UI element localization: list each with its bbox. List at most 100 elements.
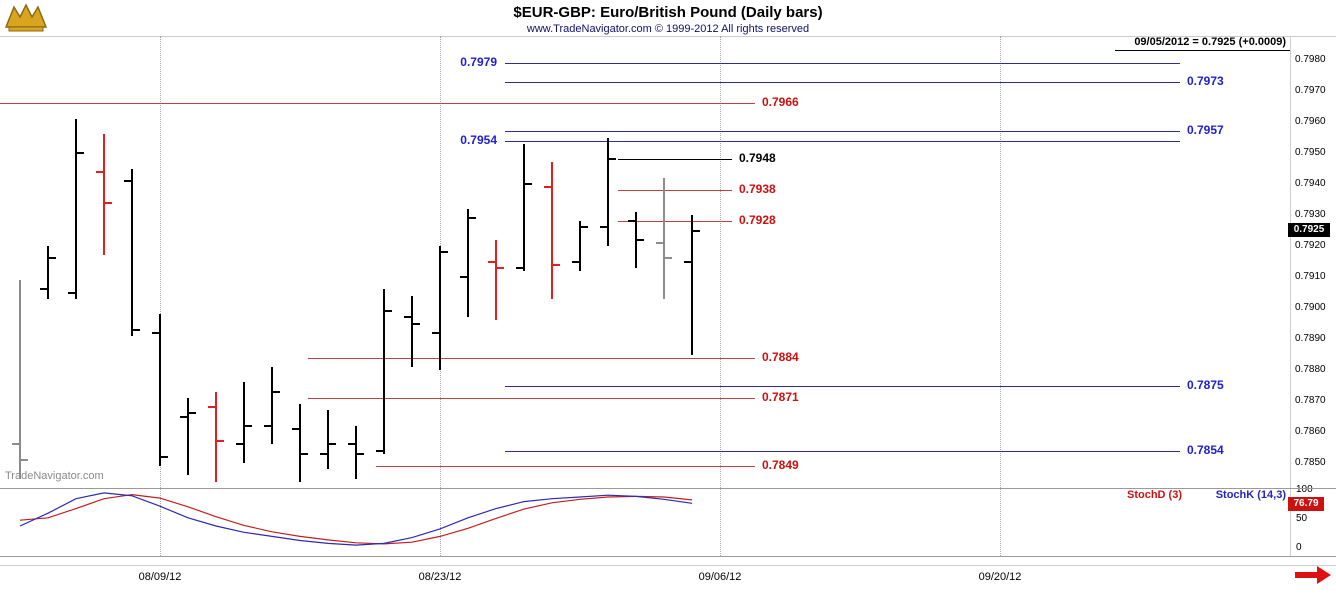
level-label: 0.7884 (762, 350, 799, 364)
open-tick (516, 267, 523, 269)
ohlc-bar (607, 138, 609, 246)
stoch-axis-label: 0 (1296, 542, 1302, 553)
chart-top-border (0, 36, 1336, 37)
close-tick (609, 158, 616, 160)
level-label: 0.7875 (1187, 378, 1224, 392)
level-line (618, 221, 732, 222)
open-tick (12, 443, 19, 445)
date-axis-label: 08/23/12 (418, 571, 462, 583)
ohlc-bar (663, 178, 665, 299)
ohlc-bar (383, 289, 385, 454)
open-tick (180, 416, 187, 418)
close-tick (189, 412, 196, 414)
open-tick (460, 276, 467, 278)
price-axis-label: 0.7860 (1295, 426, 1326, 437)
level-label: 0.7966 (762, 95, 799, 109)
level-line (618, 190, 732, 191)
ohlc-bar (75, 119, 77, 299)
price-axis-border (1290, 36, 1291, 556)
close-tick (105, 202, 112, 204)
current-price-badge: 0.7925 (1288, 223, 1330, 237)
level-label: 0.7957 (1187, 123, 1224, 137)
level-line (618, 159, 732, 160)
open-tick (684, 261, 691, 263)
level-label: 0.7849 (762, 458, 799, 472)
stoch-panel-bottom-separator (0, 556, 1336, 557)
open-tick (96, 171, 103, 173)
ohlc-bar (523, 144, 525, 271)
ohlc-bar (579, 221, 581, 271)
close-tick (665, 257, 672, 259)
stoch-value-badge: 76.79 (1288, 497, 1324, 511)
level-line (505, 63, 1180, 64)
close-tick (497, 267, 504, 269)
price-axis-label: 0.7900 (1295, 302, 1326, 313)
close-tick (133, 329, 140, 331)
open-tick (628, 220, 635, 222)
date-axis-label: 08/09/12 (138, 571, 182, 583)
open-tick (124, 180, 131, 182)
ohlc-bar (243, 382, 245, 463)
close-tick (21, 459, 28, 461)
level-label: 0.7948 (739, 151, 776, 165)
close-tick (301, 453, 308, 455)
open-tick (68, 292, 75, 294)
close-tick (693, 230, 700, 232)
date-axis-separator (0, 565, 1336, 566)
ohlc-bar (327, 410, 329, 469)
date-axis-label: 09/20/12 (978, 571, 1022, 583)
close-tick (329, 443, 336, 445)
price-axis-label: 0.7980 (1295, 54, 1326, 65)
stoch-axis-label: 50 (1296, 513, 1308, 524)
ohlc-bar (691, 215, 693, 355)
close-tick (525, 183, 532, 185)
level-label: 0.7871 (762, 390, 799, 404)
close-tick (357, 453, 364, 455)
open-tick (208, 406, 215, 408)
price-axis-label: 0.7960 (1295, 116, 1326, 127)
grid-line (720, 36, 721, 556)
open-tick (656, 242, 663, 244)
ohlc-bar (439, 246, 441, 370)
price-axis-label: 0.7940 (1295, 178, 1326, 189)
stochd-label: StochD (3) (1127, 489, 1182, 501)
price-axis-label: 0.7850 (1295, 457, 1326, 468)
close-tick (553, 264, 560, 266)
price-axis-label: 0.7890 (1295, 333, 1326, 344)
stochk-label: StochK (14,3) (1215, 489, 1286, 501)
stoch-panel-top-separator (0, 488, 1336, 489)
ohlc-bar (495, 240, 497, 320)
close-tick (637, 239, 644, 241)
close-tick (77, 152, 84, 154)
level-line (0, 103, 755, 104)
level-label: 0.7979 (460, 55, 497, 69)
quote-underline (1115, 50, 1290, 51)
level-line (376, 466, 755, 467)
chart-watermark: TradeNavigator.com (5, 470, 104, 482)
price-axis-label: 0.7930 (1295, 209, 1326, 220)
close-tick (441, 251, 448, 253)
ohlc-bar (103, 134, 105, 255)
open-tick (152, 332, 159, 334)
level-line (505, 386, 1180, 387)
price-axis-label: 0.7910 (1295, 271, 1326, 282)
ohlc-bar (187, 398, 189, 475)
ohlc-bar (215, 392, 217, 482)
scroll-right-arrow-button[interactable] (1294, 566, 1334, 584)
app-logo-icon (4, 2, 48, 39)
open-tick (404, 316, 411, 318)
ohlc-bar (411, 296, 413, 367)
ohlc-bar (635, 212, 637, 268)
open-tick (292, 428, 299, 430)
close-tick (161, 456, 168, 458)
level-line (308, 358, 755, 359)
open-tick (600, 226, 607, 228)
ohlc-bar (299, 404, 301, 482)
close-tick (581, 226, 588, 228)
close-tick (273, 391, 280, 393)
open-tick (236, 443, 243, 445)
level-line (505, 141, 1180, 142)
open-tick (348, 443, 355, 445)
